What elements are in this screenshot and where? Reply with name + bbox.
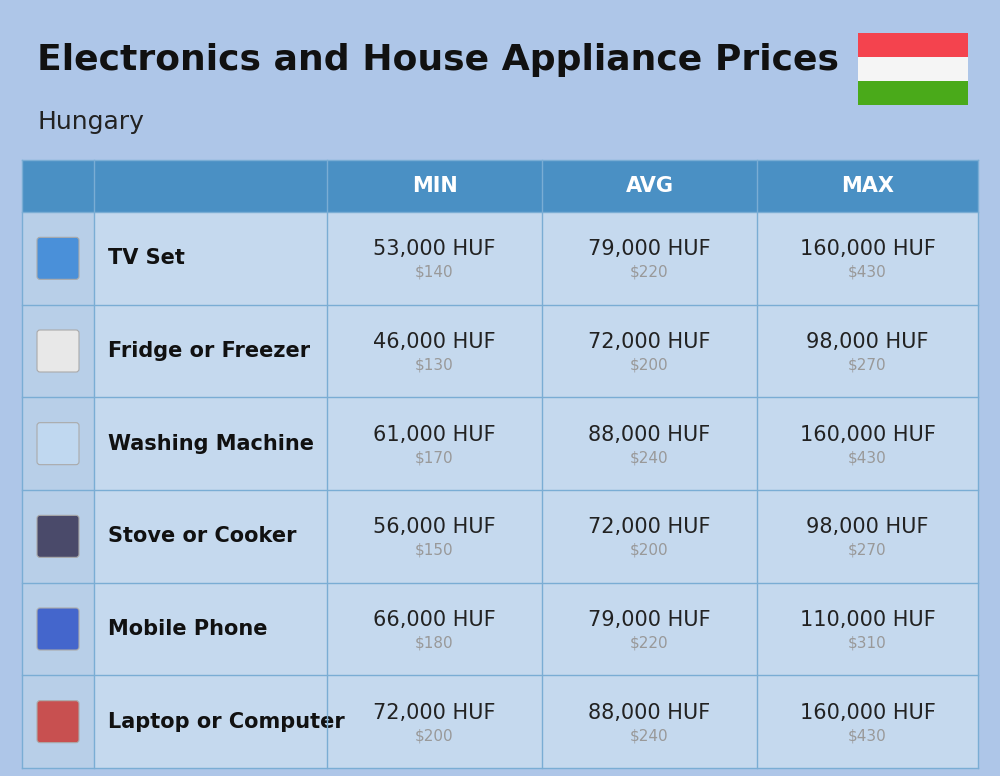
FancyBboxPatch shape	[37, 423, 79, 465]
Text: Electronics and House Appliance Prices: Electronics and House Appliance Prices	[37, 43, 839, 77]
Bar	[858, 81, 968, 105]
Bar	[94, 397, 327, 490]
Text: $270: $270	[848, 358, 887, 372]
Text: 56,000 HUF: 56,000 HUF	[373, 518, 496, 537]
Text: $130: $130	[415, 358, 454, 372]
Text: AVG: AVG	[626, 176, 674, 196]
FancyBboxPatch shape	[37, 515, 79, 557]
Bar	[22, 397, 94, 490]
Bar	[327, 583, 542, 675]
Text: Fridge or Freezer: Fridge or Freezer	[108, 341, 310, 361]
Bar	[94, 675, 327, 768]
Text: $240: $240	[630, 450, 669, 465]
Text: $430: $430	[848, 728, 887, 743]
Bar	[757, 490, 978, 583]
Text: 53,000 HUF: 53,000 HUF	[373, 239, 496, 259]
Text: $180: $180	[415, 636, 454, 650]
Bar	[22, 583, 94, 675]
Bar	[327, 490, 542, 583]
Bar	[22, 212, 94, 305]
Text: $430: $430	[848, 265, 887, 280]
Bar	[94, 212, 327, 305]
Bar	[22, 160, 978, 212]
Bar	[94, 305, 327, 397]
Bar	[757, 583, 978, 675]
Text: Mobile Phone: Mobile Phone	[108, 619, 268, 639]
Text: 98,000 HUF: 98,000 HUF	[806, 518, 929, 537]
Text: 46,000 HUF: 46,000 HUF	[373, 332, 496, 352]
Bar	[858, 33, 968, 57]
Text: 79,000 HUF: 79,000 HUF	[588, 239, 711, 259]
FancyBboxPatch shape	[37, 237, 79, 279]
Bar	[542, 675, 757, 768]
Bar	[757, 397, 978, 490]
Text: $310: $310	[848, 636, 887, 650]
Text: Stove or Cooker: Stove or Cooker	[108, 526, 296, 546]
Text: $170: $170	[415, 450, 454, 465]
Bar	[327, 675, 542, 768]
Bar	[22, 305, 94, 397]
Text: 66,000 HUF: 66,000 HUF	[373, 610, 496, 630]
Bar	[858, 57, 968, 81]
Text: MIN: MIN	[412, 176, 457, 196]
Text: 160,000 HUF: 160,000 HUF	[800, 702, 935, 722]
Text: $220: $220	[630, 636, 669, 650]
Bar	[757, 305, 978, 397]
Bar	[327, 305, 542, 397]
Text: Washing Machine: Washing Machine	[108, 434, 314, 454]
Text: $140: $140	[415, 265, 454, 280]
Text: 61,000 HUF: 61,000 HUF	[373, 424, 496, 445]
Bar	[22, 675, 94, 768]
Text: 110,000 HUF: 110,000 HUF	[800, 610, 935, 630]
Bar	[94, 583, 327, 675]
FancyBboxPatch shape	[37, 701, 79, 743]
Text: 72,000 HUF: 72,000 HUF	[588, 332, 711, 352]
Text: 72,000 HUF: 72,000 HUF	[373, 702, 496, 722]
Text: 79,000 HUF: 79,000 HUF	[588, 610, 711, 630]
Text: $430: $430	[848, 450, 887, 465]
Bar	[542, 397, 757, 490]
Bar	[327, 212, 542, 305]
Bar	[22, 490, 94, 583]
Text: $240: $240	[630, 728, 669, 743]
Text: 160,000 HUF: 160,000 HUF	[800, 239, 935, 259]
Text: 72,000 HUF: 72,000 HUF	[588, 518, 711, 537]
Text: $150: $150	[415, 543, 454, 558]
Text: MAX: MAX	[841, 176, 894, 196]
Bar	[94, 490, 327, 583]
Bar	[542, 583, 757, 675]
Bar	[757, 675, 978, 768]
Text: 88,000 HUF: 88,000 HUF	[588, 424, 711, 445]
Bar	[757, 212, 978, 305]
Text: $220: $220	[630, 265, 669, 280]
Text: 160,000 HUF: 160,000 HUF	[800, 424, 935, 445]
Text: Hungary: Hungary	[37, 110, 144, 134]
Text: $270: $270	[848, 543, 887, 558]
Text: 88,000 HUF: 88,000 HUF	[588, 702, 711, 722]
Text: TV Set: TV Set	[108, 248, 185, 268]
FancyBboxPatch shape	[37, 608, 79, 650]
Text: 98,000 HUF: 98,000 HUF	[806, 332, 929, 352]
Text: $200: $200	[630, 358, 669, 372]
Text: $200: $200	[630, 543, 669, 558]
Bar	[542, 490, 757, 583]
Bar	[542, 305, 757, 397]
FancyBboxPatch shape	[37, 330, 79, 372]
Bar	[327, 397, 542, 490]
Text: $200: $200	[415, 728, 454, 743]
Bar	[542, 212, 757, 305]
Text: Laptop or Computer: Laptop or Computer	[108, 712, 345, 732]
